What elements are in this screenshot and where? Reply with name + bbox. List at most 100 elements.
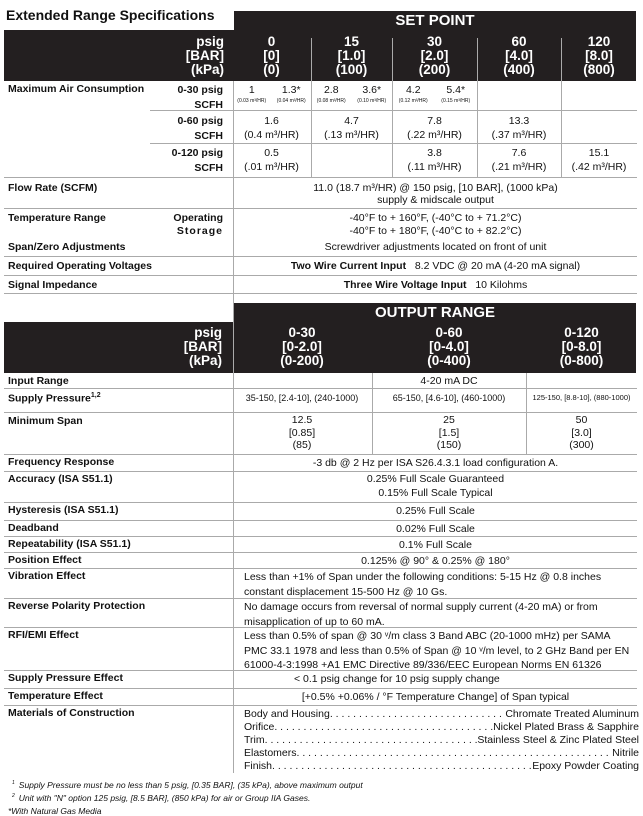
set-point-value: [4.0] — [505, 48, 533, 63]
air-value-cell: 2.8 (0.08 m³/HR) — [311, 83, 352, 105]
air-value-cell: 3.8 (.11 m³/HR) — [392, 146, 477, 174]
minimum-span-cell: 50 [3.0] (300) — [526, 414, 637, 452]
unit-scfh: SCFH — [194, 99, 223, 111]
span-zero-label: Span/Zero Adjustments — [8, 241, 126, 253]
supply-pressure-value: 65-150, [4.6-10], (460-1000) — [392, 393, 506, 403]
impedance-label: Signal Impedance — [8, 279, 98, 291]
minimum-span-value: [0.85] — [288, 426, 316, 439]
air-value: 2.8 — [323, 84, 339, 96]
spec-label: Frequency Response — [8, 456, 115, 468]
spec-value: 0.02% Full Scale — [234, 522, 637, 537]
spec-label: Repeatability (ISA S51.1) — [8, 538, 131, 550]
footnote: 2 Unit with "N" option 125 psig, [8.5 BAR… — [12, 793, 310, 803]
material-part: Body and Housing — [244, 708, 330, 720]
output-range-value: [0-8.0] — [561, 339, 602, 354]
set-point-header: SET POINT — [234, 11, 636, 31]
set-point-value: 0 — [267, 34, 276, 49]
material-spec: Stainless Steel & Zinc Plated Steel — [477, 734, 639, 746]
set-point-column-0: 0 [0] (0) — [232, 35, 311, 77]
footnote-ref: 1,2 — [90, 392, 101, 399]
dot-leader — [272, 759, 532, 774]
air-value-cell: 15.1 (.42 m³/HR) — [561, 146, 637, 174]
output-range-value: (0-400) — [427, 353, 471, 368]
spec-line: < 0.1 psig change for 10 psig supply cha… — [294, 673, 500, 685]
air-value-cell: 1.3* (0.04 m³/HR) — [272, 83, 312, 105]
voltage-label: Required Operating Voltages — [8, 260, 152, 272]
pressure-range: 0-60 psig — [177, 115, 223, 127]
output-range-units: psig [BAR] (kPa) — [150, 326, 222, 368]
air-value-metric: (0.10 m³/HR) — [357, 98, 387, 104]
materials-item: Elastomers Nitrile — [244, 746, 639, 761]
divider — [4, 520, 637, 521]
air-value: 0.5 — [264, 147, 279, 159]
spec-value: 0.125% @ 90° & 0.25% @ 180° — [234, 554, 637, 569]
air-value-cell: 5.4* (0.15 m³/HR) — [435, 83, 478, 105]
air-value-metric: (.13 m³/HR) — [324, 129, 379, 141]
footnote-text: Supply Pressure must be no less than 5 p… — [18, 780, 363, 790]
divider — [4, 177, 637, 178]
air-value-metric: (0.04 m³/HR) — [276, 98, 306, 104]
spec-label: Position Effect — [8, 554, 82, 566]
temperature-modes: Operating Storage — [150, 212, 223, 238]
footnote-mark: 2 — [12, 793, 15, 800]
unit-scfh: SCFH — [194, 130, 223, 142]
air-value-cell: 0.5 (.01 m³/HR) — [232, 146, 311, 174]
output-range-value: (0-200) — [280, 353, 324, 368]
material-part: Finish — [244, 760, 273, 772]
flow-rate-label: Flow Rate (SCFM) — [8, 182, 98, 194]
spec-value: -3 db @ 2 Hz per ISA S26.4.3.1 load conf… — [234, 456, 637, 471]
divider — [150, 110, 637, 111]
impedance-spec: 10 Kilohms — [475, 279, 528, 291]
minimum-span-value: 25 — [443, 414, 455, 426]
air-value: 4.2 — [405, 84, 421, 96]
spec-value: 0.1% Full Scale — [234, 538, 637, 553]
air-value-metric: (0.08 m³/HR) — [316, 98, 346, 104]
divider — [4, 256, 637, 257]
minimum-span-value: [3.0] — [571, 426, 592, 439]
spec-line: misapplication of up to 60 mA. — [244, 615, 385, 628]
minimum-span-value: 12.5 — [291, 414, 313, 426]
output-range-value: [0-4.0] — [429, 339, 469, 354]
minimum-span-cell: 25 [1.5] (150) — [372, 414, 526, 452]
material-part: Elastomers — [244, 747, 297, 759]
span-zero-value: Screwdriver adjustments located on front… — [324, 241, 547, 253]
output-range-value: 0-120 — [564, 325, 599, 340]
unit-bar: [BAR] — [185, 48, 224, 63]
divider — [4, 705, 637, 706]
unit-psig: psig — [196, 34, 224, 49]
air-value-cell: 4.7 (.13 m³/HR) — [311, 114, 392, 142]
minimum-span-value: [1.5] — [438, 426, 460, 439]
set-point-value: (0) — [263, 62, 280, 77]
spec-line: Less than +1% of Span under the followin… — [244, 571, 602, 583]
air-value-metric: (0.12 m³/HR) — [398, 98, 428, 104]
set-point-band — [4, 30, 636, 81]
air-value-cell: 1 (0.03 m³/HR) — [232, 83, 272, 105]
divider — [4, 552, 637, 553]
divider — [4, 502, 637, 503]
spec-line: 0.1% Full Scale — [399, 539, 472, 551]
storage-label: Storage — [176, 225, 223, 237]
air-value-cell: 3.6* (0.10 m³/HR) — [352, 83, 393, 105]
supply-pressure-label: Supply Pressure1,2 — [8, 392, 101, 405]
air-value-metric: (.11 m³/HR) — [407, 161, 462, 173]
materials-item: Body and Housing Chromate Treated Aluminu… — [244, 707, 639, 722]
air-value-metric: (0.15 m³/HR) — [441, 98, 471, 104]
air-value: 4.7 — [344, 115, 359, 127]
set-point-value: [8.0] — [585, 48, 613, 63]
material-part: Trim — [244, 734, 265, 746]
spec-line: -3 db @ 2 Hz per ISA S26.4.3.1 load conf… — [312, 457, 559, 469]
divider — [372, 373, 373, 454]
minimum-span-label: Minimum Span — [8, 415, 83, 427]
divider — [4, 412, 637, 413]
air-consumption-label: Maximum Air Consumption — [8, 83, 145, 95]
output-range-value: [0-2.0] — [282, 339, 322, 354]
divider — [4, 454, 637, 455]
air-row-units: 0-60 psig SCFH — [150, 114, 223, 144]
air-value-metric: (.22 m³/HR) — [407, 129, 462, 141]
materials-item: Trim Stainless Steel & Zinc Plated Steel — [244, 733, 639, 748]
air-value: 7.6 — [511, 147, 527, 159]
pressure-range: 0-30 psig — [177, 84, 223, 96]
air-value-metric: (.42 m³/HR) — [571, 161, 627, 173]
divider — [4, 275, 637, 276]
